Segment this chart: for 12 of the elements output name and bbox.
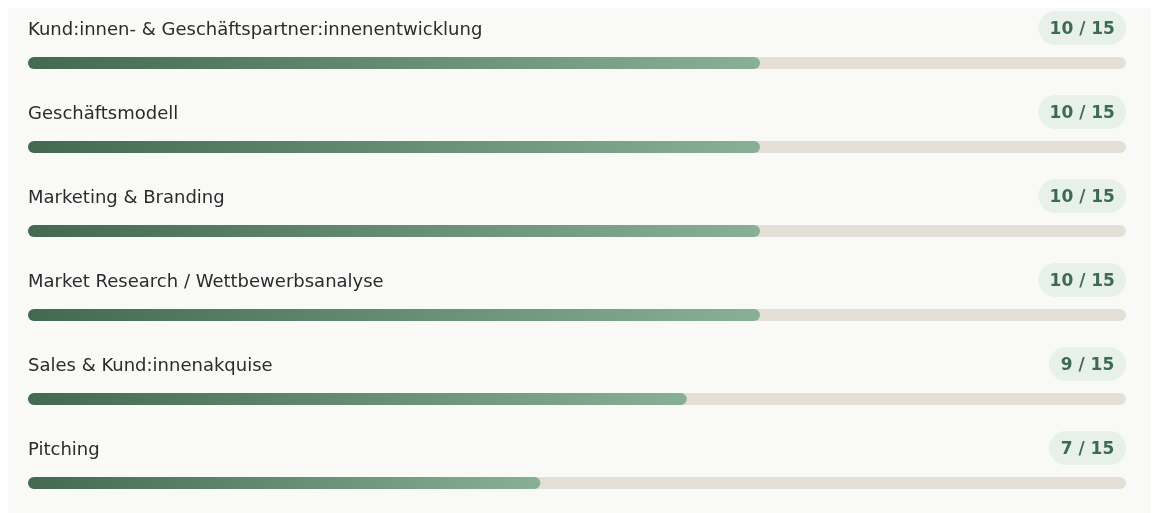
data-label: 9 / 15 [1060,354,1115,374]
y-tick-label: Pitching [28,437,100,459]
data-label: 7 / 15 [1060,438,1115,458]
y-tick-label: Kund:innen- & Geschäftspartner:innenentwicklung [28,17,483,39]
data-label: 10 / 15 [1049,270,1115,290]
data-label: 10 / 15 [1049,18,1115,38]
y-tick-label: Marketing & Branding [28,185,225,207]
data-label: 10 / 15 [1049,102,1115,122]
y-tick-label: Sales & Kund:innenakquise [28,353,273,375]
data-label: 10 / 15 [1049,186,1115,206]
y-tick-label: Market Research / Wettbewerbsanalyse [28,269,384,291]
y-tick-label: Geschäftsmodell [28,101,179,123]
